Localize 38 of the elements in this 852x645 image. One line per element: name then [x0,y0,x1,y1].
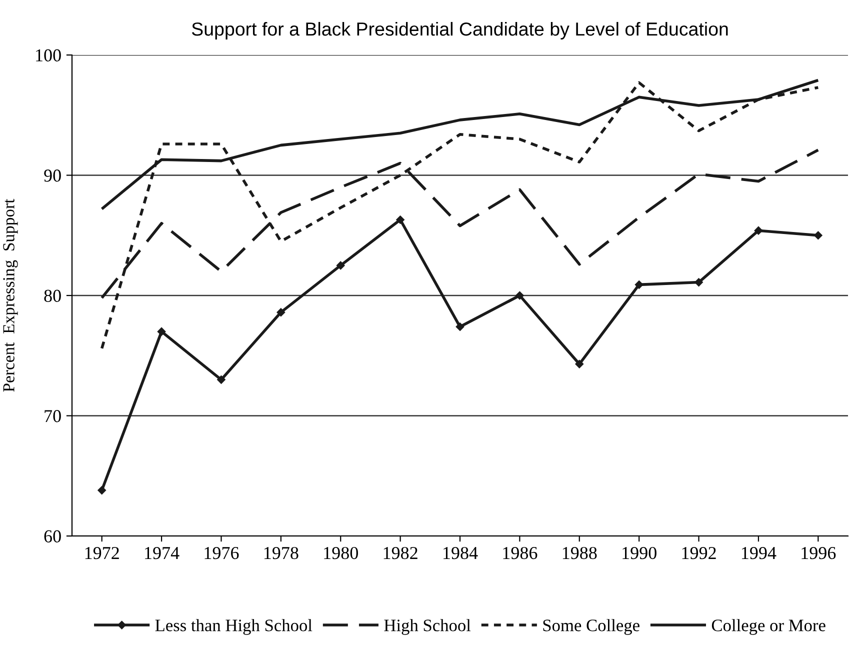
x-tick-label: 1982 [384,546,418,560]
point [814,231,822,240]
x-tick-label: 1984 [444,546,478,560]
x-tick-label: 1978 [264,546,298,560]
x-tick-label: 1980 [324,546,358,560]
y-tick-label: 70 [44,410,61,422]
x-tick-label: 1992 [682,546,716,560]
point [276,308,286,316]
x-tick-label: 1972 [85,546,119,560]
x-tick-label: 1994 [742,546,776,560]
y-tick-label: 100 [36,49,61,62]
point [754,226,763,235]
point [456,322,464,331]
x-tick-label: 1996 [802,546,836,560]
point [98,486,106,494]
legend-label: Some College [543,619,640,635]
x-tick-label: 1986 [503,546,538,560]
point [217,376,226,384]
point [157,327,166,336]
y-tick-label: 80 [44,290,61,302]
point [336,261,345,270]
x-tick-label: 1976 [204,546,239,560]
legend-label: Less than High School [155,619,312,635]
legend-label: High School [384,619,471,635]
point [516,291,524,300]
y-tick-label: 90 [44,170,61,182]
point [575,360,584,368]
y-axis-title: Percent Expressing Support [3,198,18,392]
point [694,278,703,286]
point [634,280,644,289]
x-tick-label: 1990 [622,546,656,560]
x-tick-label: 1988 [562,546,597,560]
legend-label: College or More [712,619,826,635]
point [396,216,404,224]
chart-title: Support for a Black Presidential Candidate by Level of Education [192,22,728,40]
y-tick-label: 60 [44,530,61,542]
line-series [100,81,820,350]
x-tick-label: 1974 [145,546,180,560]
